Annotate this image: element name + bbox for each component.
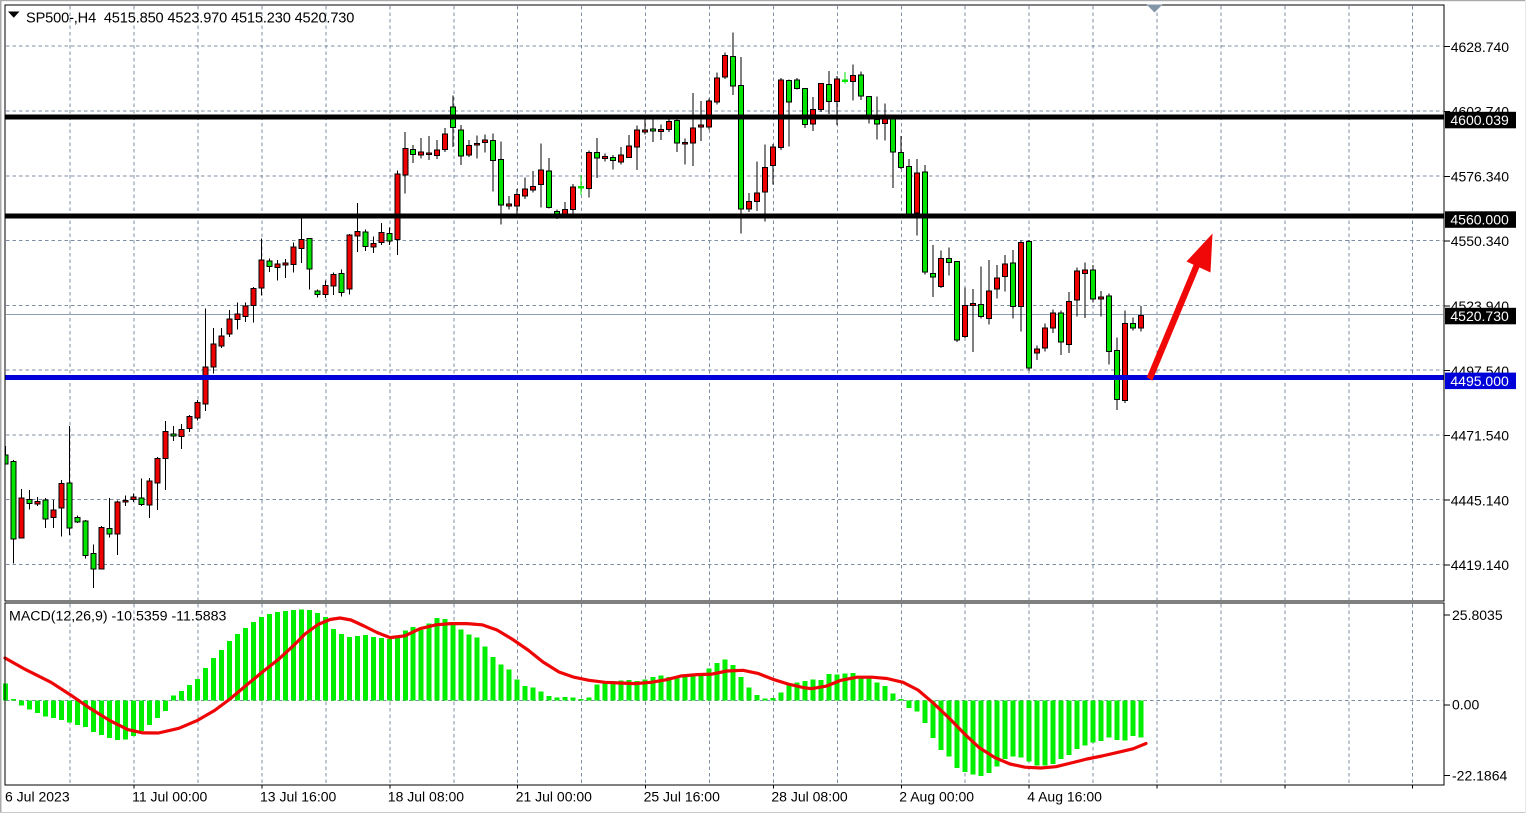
svg-text:4495.000: 4495.000 xyxy=(1450,373,1509,389)
svg-text:18 Jul 08:00: 18 Jul 08:00 xyxy=(388,789,464,805)
svg-text:25.8035: 25.8035 xyxy=(1452,607,1503,623)
svg-text:4419.140: 4419.140 xyxy=(1451,557,1510,573)
svg-text:13 Jul 16:00: 13 Jul 16:00 xyxy=(260,789,336,805)
svg-text:4520.730: 4520.730 xyxy=(1450,308,1509,324)
svg-text:4560.000: 4560.000 xyxy=(1450,212,1509,228)
svg-text:11 Jul 00:00: 11 Jul 00:00 xyxy=(132,789,207,805)
svg-text:SP500-,H4 4515.850 4523.970 4: SP500-,H4 4515.850 4523.970 4515.230 452… xyxy=(26,10,354,26)
svg-text:4471.540: 4471.540 xyxy=(1451,428,1510,444)
svg-text:6 Jul 2023: 6 Jul 2023 xyxy=(5,789,70,805)
svg-text:25 Jul 16:00: 25 Jul 16:00 xyxy=(644,789,720,805)
svg-text:4628.740: 4628.740 xyxy=(1451,39,1510,55)
svg-text:0.00: 0.00 xyxy=(1452,697,1479,713)
svg-text:28 Jul 08:00: 28 Jul 08:00 xyxy=(771,789,847,805)
svg-text:21 Jul 00:00: 21 Jul 00:00 xyxy=(516,789,592,805)
svg-text:4 Aug 16:00: 4 Aug 16:00 xyxy=(1027,789,1102,805)
svg-text:4576.340: 4576.340 xyxy=(1451,168,1510,184)
svg-text:2 Aug 00:00: 2 Aug 00:00 xyxy=(899,789,974,805)
svg-text:-22.1864: -22.1864 xyxy=(1452,767,1507,783)
svg-text:4600.039: 4600.039 xyxy=(1450,112,1509,128)
svg-text:MACD(12,26,9) -10.5359 -11.588: MACD(12,26,9) -10.5359 -11.5883 xyxy=(9,608,227,624)
svg-text:4550.340: 4550.340 xyxy=(1451,233,1510,249)
svg-text:4445.140: 4445.140 xyxy=(1451,492,1510,508)
